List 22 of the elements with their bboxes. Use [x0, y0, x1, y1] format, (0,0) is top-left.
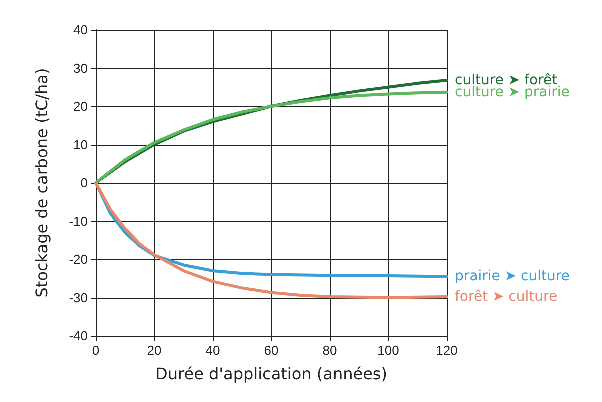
x-tick-label: 20	[147, 343, 162, 358]
y-tick-label: -40	[69, 328, 88, 344]
x-tick-label: 40	[206, 343, 220, 358]
series-label: culture ➤ prairie	[455, 84, 570, 100]
x-tick-label: 120	[436, 343, 458, 358]
y-axis-title: Stockage de carbone (tC/ha)	[32, 68, 52, 298]
x-tick-label: 100	[378, 343, 400, 358]
x-axis-title: Durée d'application (années)	[156, 364, 388, 384]
series-label: forêt ➤ culture	[455, 288, 558, 305]
y-tick-label: -20	[69, 252, 88, 267]
y-tick-label: 40	[74, 22, 88, 38]
y-tick-label: 0	[80, 176, 88, 190]
y-tick-label: 10	[74, 137, 88, 152]
line-series	[94, 182, 448, 300]
y-tick-label: -10	[69, 214, 88, 229]
series-label: prairie ➤ culture	[455, 268, 570, 285]
x-tick-label: 80	[322, 343, 338, 358]
y-tick-label: 20	[74, 99, 88, 114]
y-tick-label: 30	[74, 60, 88, 76]
y-tick-label: -30	[69, 290, 88, 306]
x-tick-label: 0	[92, 343, 100, 358]
x-tick-label: 60	[264, 343, 279, 358]
